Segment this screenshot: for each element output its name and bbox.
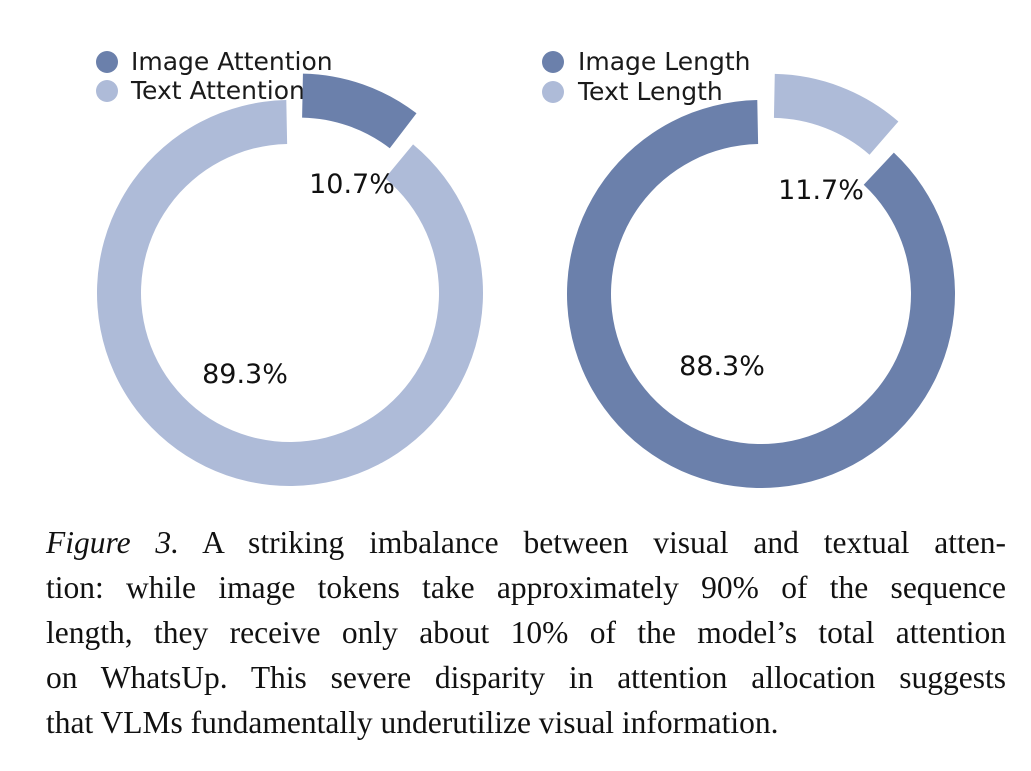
caption-line-1: Figure 3. A striking imbalance between v… — [46, 525, 1006, 560]
legend-label-image-length: Image Length — [578, 47, 750, 76]
legend-swatch-text-length — [542, 81, 564, 103]
value-label-image-attention: 10.7% — [309, 169, 395, 200]
slice-text-attention — [97, 100, 483, 486]
legend-label-image-attention: Image Attention — [131, 47, 333, 76]
legend-swatch-image-length — [542, 51, 564, 73]
value-label-image-length: 88.3% — [679, 351, 765, 382]
length-chart: Image Length Text Length 11.7% 88.3% — [542, 47, 956, 488]
figure-label: Figure 3. — [46, 525, 180, 560]
value-label-text-attention: 89.3% — [202, 359, 288, 390]
caption-line-2: tion: while image tokens take approximat… — [46, 570, 1006, 605]
caption-line-4: on WhatsUp. This severe disparity in att… — [46, 660, 1006, 695]
legend-label-text-length: Text Length — [577, 77, 723, 106]
slice-image-length — [567, 100, 956, 488]
slice-text-length — [773, 73, 899, 155]
attention-chart: Image Attention Text Attention 10.7% 89.… — [96, 47, 483, 486]
value-label-text-length: 11.7% — [778, 175, 864, 206]
legend-swatch-image-attention — [96, 51, 118, 73]
figure-caption: Figure 3. A striking imbalance between v… — [46, 520, 1006, 745]
caption-line-3: length, they receive only about 10% of t… — [46, 615, 1006, 650]
figure-charts: Image Attention Text Attention 10.7% 89.… — [96, 47, 956, 488]
caption-line-5: that VLMs fundamentally underutilize vis… — [46, 705, 779, 740]
slice-image-attention — [302, 73, 417, 149]
legend-swatch-text-attention — [96, 80, 118, 102]
legend-label-text-attention: Text Attention — [130, 76, 305, 105]
